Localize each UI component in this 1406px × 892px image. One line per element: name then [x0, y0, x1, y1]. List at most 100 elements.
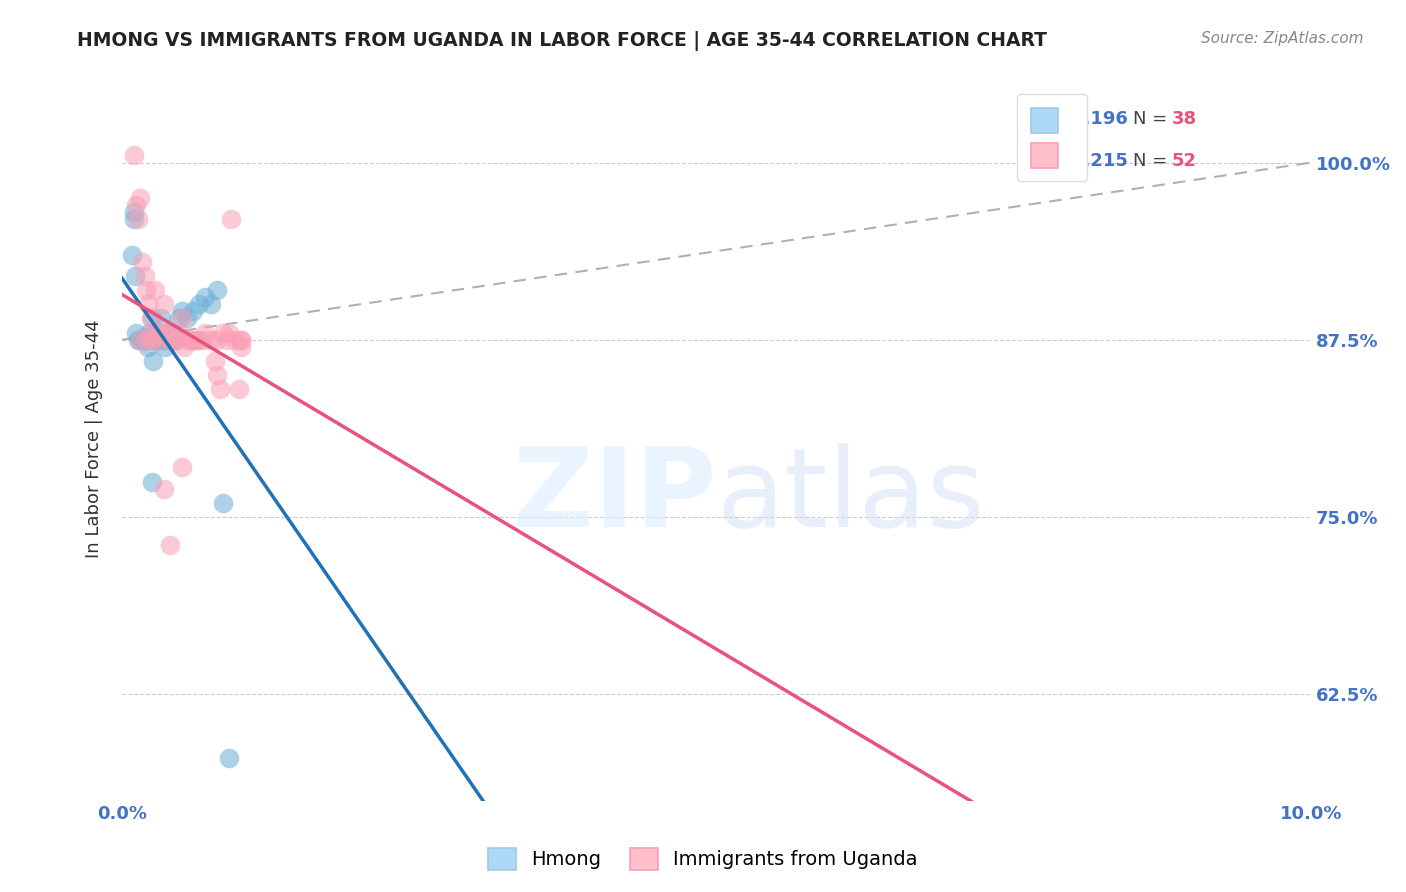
Point — [141, 475, 163, 489]
Point — [152, 482, 174, 496]
Point — [138, 326, 160, 340]
Point — [134, 268, 156, 283]
Point — [170, 304, 193, 318]
Point — [188, 333, 211, 347]
Text: atlas: atlas — [717, 443, 986, 550]
Point — [146, 333, 169, 347]
Point — [160, 326, 183, 340]
Point — [180, 333, 202, 347]
Point — [143, 283, 166, 297]
Text: 0.215: 0.215 — [1071, 152, 1128, 169]
Point — [142, 354, 165, 368]
Text: 0.196: 0.196 — [1071, 110, 1128, 128]
Point — [149, 326, 172, 340]
Point — [122, 205, 145, 219]
Point — [212, 326, 235, 340]
Point — [156, 326, 179, 340]
Point — [165, 333, 187, 347]
Point — [125, 198, 148, 212]
Point — [194, 326, 217, 340]
Point — [150, 326, 173, 340]
Point — [160, 333, 183, 347]
Point — [194, 290, 217, 304]
Point — [135, 283, 157, 297]
Point — [183, 333, 205, 347]
Point — [122, 212, 145, 227]
Point — [184, 333, 207, 347]
Point — [124, 268, 146, 283]
Point — [150, 311, 173, 326]
Point — [153, 340, 176, 354]
Point — [121, 248, 143, 262]
Point — [191, 333, 214, 347]
Point — [159, 538, 181, 552]
Point — [128, 191, 150, 205]
Point — [224, 333, 246, 347]
Point — [204, 354, 226, 368]
Point — [212, 496, 235, 510]
Point — [152, 297, 174, 311]
Point — [132, 333, 155, 347]
Point — [200, 297, 222, 311]
Point — [134, 333, 156, 347]
Point — [183, 333, 205, 347]
Point — [176, 333, 198, 347]
Point — [127, 333, 149, 347]
Text: N =: N = — [1133, 152, 1173, 169]
Point — [128, 333, 150, 347]
Point — [229, 333, 252, 347]
Point — [218, 326, 240, 340]
Point — [228, 383, 250, 397]
Point — [141, 311, 163, 326]
Point — [146, 333, 169, 347]
Text: HMONG VS IMMIGRANTS FROM UGANDA IN LABOR FORCE | AGE 35-44 CORRELATION CHART: HMONG VS IMMIGRANTS FROM UGANDA IN LABOR… — [77, 31, 1047, 51]
Point — [170, 460, 193, 475]
Point — [167, 326, 190, 340]
Point — [136, 333, 159, 347]
Point — [229, 340, 252, 354]
Point — [131, 254, 153, 268]
Point — [173, 340, 195, 354]
Point — [122, 148, 145, 162]
Point — [165, 333, 187, 347]
Point — [176, 311, 198, 326]
Point — [149, 333, 172, 347]
Point — [156, 326, 179, 340]
Text: ZIP: ZIP — [513, 443, 717, 550]
Point — [139, 311, 162, 326]
Point — [155, 326, 177, 340]
Point — [205, 368, 228, 383]
Point — [183, 304, 205, 318]
Point — [167, 311, 190, 326]
Point — [208, 383, 231, 397]
Text: 38: 38 — [1171, 110, 1197, 128]
Text: N =: N = — [1133, 110, 1173, 128]
Point — [205, 333, 228, 347]
Point — [143, 326, 166, 340]
Point — [125, 326, 148, 340]
Text: R =: R = — [1032, 110, 1070, 128]
Point — [221, 212, 243, 227]
Y-axis label: In Labor Force | Age 35-44: In Labor Force | Age 35-44 — [86, 319, 103, 558]
Point — [188, 297, 211, 311]
Point — [218, 751, 240, 765]
Point — [229, 333, 252, 347]
Point — [170, 311, 193, 326]
Point — [215, 333, 238, 347]
Text: Source: ZipAtlas.com: Source: ZipAtlas.com — [1201, 31, 1364, 46]
Point — [152, 333, 174, 347]
Point — [135, 333, 157, 347]
Point — [128, 333, 150, 347]
Point — [145, 333, 167, 347]
Point — [143, 333, 166, 347]
Legend: , : , — [1018, 95, 1087, 181]
Point — [205, 283, 228, 297]
Point — [141, 333, 163, 347]
Legend: Hmong, Immigrants from Uganda: Hmong, Immigrants from Uganda — [481, 839, 925, 878]
Text: 52: 52 — [1171, 152, 1197, 169]
Point — [141, 326, 163, 340]
Point — [146, 326, 169, 340]
Point — [159, 333, 181, 347]
Point — [136, 340, 159, 354]
Point — [159, 333, 181, 347]
